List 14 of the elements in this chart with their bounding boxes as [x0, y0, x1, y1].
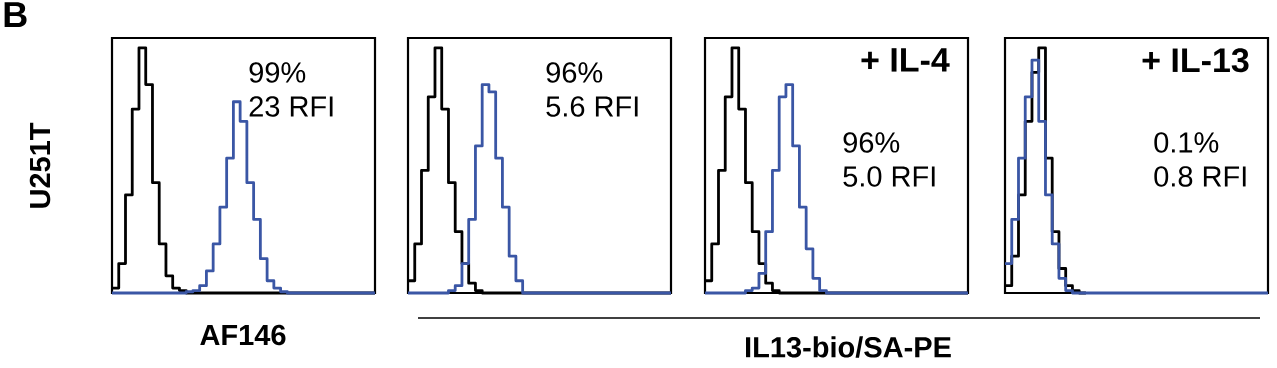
chart-title: + IL-13: [1142, 48, 1249, 73]
y-axis-title: U251T: [29, 122, 51, 208]
chart-title: B: [4, 2, 27, 27]
annotation: 23 RFI: [249, 96, 333, 117]
x-axis-title: AF146: [200, 324, 286, 346]
x-axis-title: IL13-bio/SA-PE: [746, 336, 951, 358]
chart-title: + IL-4: [861, 48, 950, 72]
annotation: 99%: [249, 62, 306, 83]
annotation: 96%: [843, 132, 900, 153]
annotation: 0.8 RFI: [1154, 166, 1246, 187]
annotation: 96%: [546, 62, 603, 83]
annotation: 5.6 RFI: [546, 96, 638, 117]
annotation: 5.0 RFI: [843, 166, 935, 187]
annotation: 0.1%: [1154, 132, 1219, 153]
